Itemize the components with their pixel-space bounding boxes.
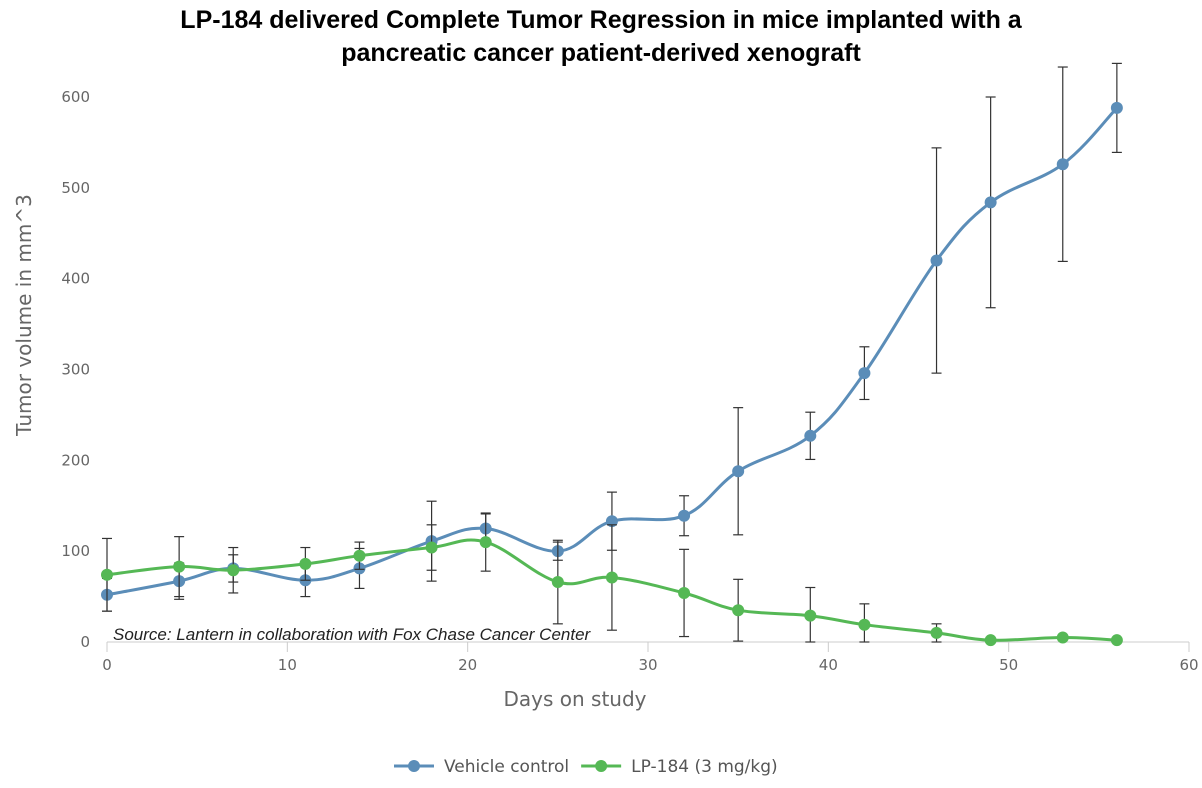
legend-item[interactable]: LP-184 (3 mg/kg) (581, 757, 778, 777)
data-point[interactable] (227, 564, 240, 577)
chart-title-line-2: pancreatic cancer patient-derived xenogr… (341, 39, 861, 67)
data-point[interactable] (425, 541, 438, 554)
data-point[interactable] (353, 549, 366, 562)
data-point[interactable] (804, 429, 817, 442)
y-tick-label: 400 (61, 270, 90, 288)
y-tick-label: 500 (61, 179, 90, 197)
series-area (101, 62, 1123, 647)
chart-title-line-1: LP-184 delivered Complete Tumor Regressi… (180, 6, 1022, 34)
legend-swatch-marker (408, 760, 420, 772)
data-point[interactable] (605, 515, 618, 528)
x-tick-label: 10 (278, 656, 297, 674)
legend-label: LP-184 (3 mg/kg) (631, 757, 778, 777)
series-line (105, 106, 1119, 597)
data-point[interactable] (858, 618, 871, 631)
y-tick-label: 600 (61, 88, 90, 106)
data-point[interactable] (804, 609, 817, 622)
legend-swatch-marker (595, 760, 608, 772)
data-point[interactable] (479, 536, 492, 549)
x-tick-label: 40 (819, 656, 838, 674)
x-axis-title: Days on study (503, 687, 646, 711)
data-point[interactable] (858, 367, 871, 380)
data-point[interactable] (173, 560, 186, 573)
series-1 (101, 512, 1123, 647)
data-point[interactable] (1110, 634, 1123, 647)
data-point[interactable] (732, 465, 745, 478)
x-tick-label: 0 (102, 656, 112, 674)
data-point[interactable] (984, 634, 997, 647)
data-point[interactable] (1056, 158, 1069, 171)
x-tick-label: 20 (458, 656, 477, 674)
data-point[interactable] (930, 254, 943, 267)
data-point[interactable] (551, 576, 564, 589)
y-tick-label: 300 (61, 361, 90, 379)
chart-title: LP-184 delivered Complete Tumor Regressi… (0, 4, 1202, 70)
x-tick-label: 60 (1179, 656, 1198, 674)
data-point[interactable] (678, 509, 691, 522)
y-tick-label: 100 (61, 542, 90, 560)
y-axis-title: Tumor volume in mm^3 (12, 194, 36, 437)
data-point[interactable] (984, 196, 997, 209)
source-annotation: Source: Lantern in collaboration with Fo… (113, 625, 592, 644)
y-tick-label: 0 (80, 633, 90, 651)
legend[interactable]: Vehicle control LP-184 (3 mg/kg) (394, 757, 778, 777)
data-point[interactable] (732, 604, 745, 617)
data-point[interactable] (1110, 101, 1123, 114)
x-tick-label: 50 (999, 656, 1018, 674)
x-tick-label: 30 (638, 656, 657, 674)
data-point[interactable] (299, 557, 312, 570)
y-tick-label: 200 (61, 451, 90, 469)
data-point[interactable] (101, 568, 113, 581)
data-point[interactable] (1056, 631, 1069, 644)
legend-item[interactable]: Vehicle control (394, 757, 569, 777)
data-point[interactable] (678, 586, 691, 599)
data-point[interactable] (930, 626, 943, 639)
legend-label: Vehicle control (444, 757, 569, 777)
data-point[interactable] (605, 571, 618, 584)
